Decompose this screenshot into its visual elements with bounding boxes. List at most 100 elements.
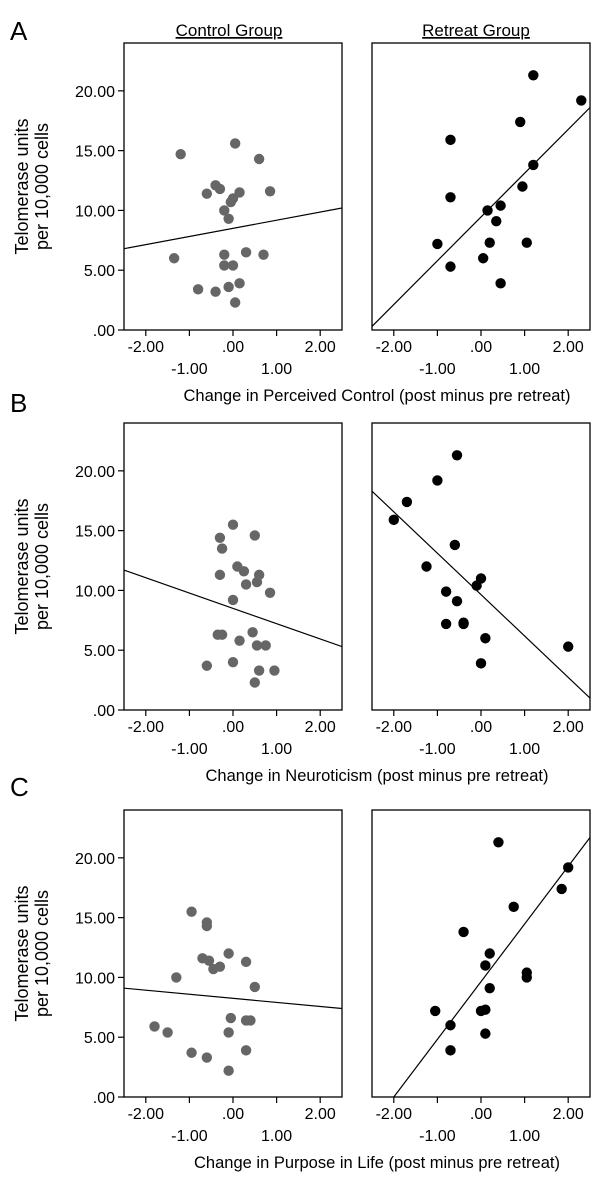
x-tick-label: .00 — [470, 1106, 492, 1123]
data-point — [528, 70, 539, 81]
y-tick-label: 10.00 — [75, 970, 115, 987]
data-point — [214, 961, 226, 972]
data-point — [528, 159, 539, 171]
data-point — [264, 587, 276, 599]
x-tick-label: -2.00 — [128, 1106, 165, 1123]
data-point — [240, 1045, 252, 1056]
data-point — [430, 1005, 441, 1017]
x-tick-label: -1.00 — [171, 1128, 208, 1145]
y-tick-label: .00 — [93, 703, 115, 720]
data-point — [249, 981, 260, 993]
x-tick-label: 1.00 — [509, 1128, 540, 1145]
data-point — [219, 249, 230, 260]
data-point — [245, 1015, 256, 1026]
y-axis-label-line2: per 10,000 cells — [32, 123, 52, 250]
panel-letter: B — [10, 388, 27, 418]
data-point — [388, 514, 399, 526]
data-point — [247, 627, 258, 638]
data-point — [269, 665, 280, 676]
data-point — [201, 920, 213, 932]
y-tick-label: .00 — [93, 1090, 115, 1107]
x-tick-label: 1.00 — [509, 741, 540, 758]
column-title-control: Control Group — [176, 21, 283, 40]
x-tick-label: 2.00 — [553, 339, 584, 356]
data-point — [249, 677, 260, 688]
data-point — [186, 906, 197, 917]
data-point — [253, 153, 265, 165]
data-point — [482, 205, 493, 216]
data-point — [229, 297, 241, 308]
x-tick-label: 2.00 — [305, 719, 336, 736]
data-point — [458, 617, 469, 628]
x-tick-label: -1.00 — [419, 741, 456, 758]
y-axis-label-line1: Telomerase units — [12, 118, 32, 254]
data-point — [556, 883, 567, 895]
panel-c: C Telomerase units per 10,000 cells .00 5.00… — [10, 772, 591, 1172]
subplot-control: .00 5.00 10.00 15.00 20.00 -2.00 .00 2.00 -1.00 1… — [75, 809, 343, 1145]
y-tick-label: 20.00 — [75, 851, 115, 868]
data-point — [201, 660, 213, 671]
x-tick-label: 1.00 — [261, 741, 292, 758]
data-point — [491, 215, 502, 227]
data-point — [484, 948, 495, 959]
data-point — [445, 261, 456, 272]
y-tick-label: 5.00 — [84, 263, 115, 280]
data-point — [223, 1065, 234, 1076]
data-point — [251, 576, 263, 588]
x-tick-label: -2.00 — [128, 339, 165, 356]
regression-line — [372, 107, 590, 327]
x-tick-label: .00 — [222, 339, 244, 356]
data-point — [480, 960, 491, 971]
data-point — [484, 237, 495, 248]
x-tick-label: 2.00 — [553, 719, 584, 736]
x-tick-label: 2.00 — [305, 339, 336, 356]
y-axis-label-line1: Telomerase units — [12, 885, 32, 1021]
data-point — [225, 1012, 237, 1024]
data-point — [227, 260, 239, 271]
data-point — [149, 1021, 160, 1032]
x-tick-label: -1.00 — [171, 361, 208, 378]
y-tick-label: 5.00 — [84, 1030, 115, 1047]
data-point — [432, 475, 443, 486]
x-tick-label: 2.00 — [305, 1106, 336, 1123]
subplot-retreat: -2.00 .00 2.00 -1.00 1.00 — [371, 42, 591, 378]
data-point — [401, 496, 413, 508]
data-point — [440, 586, 452, 597]
data-point — [240, 579, 252, 590]
regression-line — [372, 490, 590, 699]
data-point — [471, 580, 482, 591]
x-axis-label: Change in Neuroticism (post minus pre re… — [206, 767, 549, 785]
y-tick-label: 15.00 — [75, 144, 115, 161]
data-point — [223, 213, 234, 224]
x-tick-label: -2.00 — [376, 339, 413, 356]
data-point — [480, 633, 491, 644]
data-point — [214, 183, 226, 195]
data-point — [521, 237, 532, 248]
data-point — [258, 249, 269, 260]
data-point — [223, 281, 234, 293]
data-point — [223, 1027, 234, 1038]
regression-line — [393, 837, 590, 1097]
data-point — [515, 116, 526, 128]
data-point — [480, 1004, 491, 1015]
data-point — [445, 1020, 456, 1031]
y-tick-label: 15.00 — [75, 524, 115, 541]
column-title-retreat: Retreat Group — [422, 21, 530, 40]
data-point — [563, 641, 574, 652]
data-point — [201, 1052, 213, 1063]
data-point — [214, 569, 226, 581]
data-point — [219, 260, 230, 271]
data-point — [240, 956, 252, 968]
data-point — [253, 665, 265, 676]
data-point — [493, 837, 504, 848]
x-tick-label: -2.00 — [376, 1106, 413, 1123]
data-point — [251, 640, 263, 651]
data-point — [445, 134, 456, 146]
data-point — [563, 862, 574, 873]
y-tick-label: 20.00 — [75, 464, 115, 481]
data-point — [475, 658, 487, 669]
data-point — [521, 972, 532, 983]
y-axis-label: Telomerase units per 10,000 cells — [12, 885, 52, 1021]
data-point — [495, 200, 506, 211]
